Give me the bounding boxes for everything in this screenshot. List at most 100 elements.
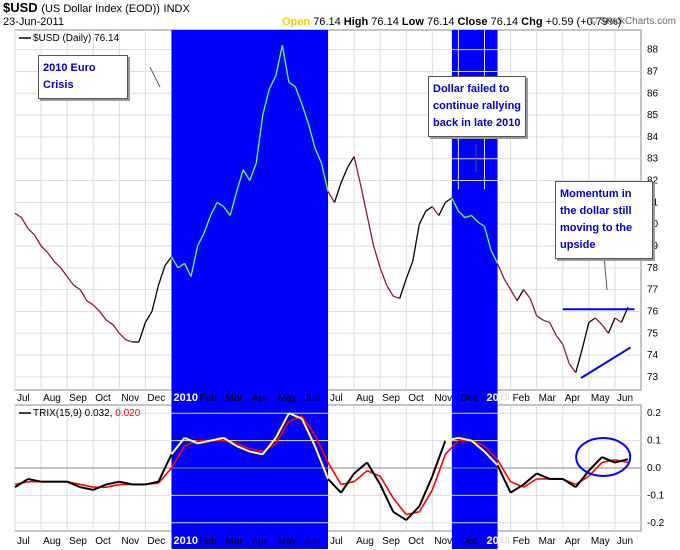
price-line-segment	[529, 298, 538, 317]
price-line-segment	[138, 322, 147, 343]
trix-line-segment	[379, 484, 395, 513]
trix-signal-segment	[431, 454, 447, 491]
trix-signal-segment	[80, 483, 94, 488]
trix-line-segment	[418, 475, 434, 507]
symbol-text: $USD	[3, 0, 38, 15]
trix-signal-segment	[353, 470, 368, 483]
price-line-segment	[464, 214, 472, 219]
price-line-segment	[379, 267, 388, 286]
trix-line-segment	[496, 464, 512, 494]
trix-y-tick-label: 0.2	[647, 408, 661, 419]
price-x-tick-label: Oct	[95, 393, 111, 404]
trix-x-tick-label: Oct	[95, 536, 111, 547]
price-line-segment	[510, 289, 518, 301]
trix-x-tick-label: Jun	[304, 536, 320, 547]
trix-line-segment	[249, 450, 263, 456]
price-line-segment	[40, 245, 49, 254]
price-line-segment	[568, 363, 577, 373]
price-x-tick-label: Jul	[330, 393, 343, 404]
price-line-segment	[555, 335, 564, 345]
trix-x-tick-label: Dec	[147, 536, 165, 547]
price-x-tick-label: May	[591, 393, 610, 404]
highlight-year-label: 2011	[487, 392, 511, 404]
price-line-segment	[229, 191, 238, 216]
price-line-segment	[496, 263, 505, 279]
trix-x-tick-label: Oct	[408, 536, 424, 547]
trix-x-tick-label: Jun	[617, 536, 633, 547]
trix-signal-value: 0.020	[112, 408, 140, 419]
price-x-tick-label: Sep	[382, 393, 400, 404]
trix-y-tick-label: 0.1	[647, 436, 661, 447]
price-line-segment	[14, 212, 22, 219]
price-line-segment	[438, 202, 446, 216]
highlight-year-label: 2011	[487, 535, 511, 547]
trix-signal-segment	[301, 415, 316, 436]
exchange-label: INDX	[163, 3, 190, 15]
trix-line-segment	[236, 445, 251, 453]
price-line-segment	[594, 317, 603, 326]
trix-line-segment	[614, 458, 629, 464]
price-x-tick-label: May	[278, 393, 297, 404]
price-line-segment	[575, 348, 583, 373]
trix-x-tick-label: Aug	[43, 536, 61, 547]
ohlc-readout: Open 76.14 High 76.14 Low 76.14 Close 76…	[282, 16, 621, 28]
trix-line-segment	[483, 450, 499, 466]
price-line-segment	[66, 276, 75, 286]
price-y-tick-label: 75	[647, 328, 659, 339]
trix-line-segment	[327, 478, 342, 494]
price-line-segment	[73, 284, 81, 291]
trix-signal-segment	[236, 442, 251, 450]
trix-signal-segment	[249, 448, 263, 453]
support-trendline	[580, 346, 632, 379]
price-y-tick-label: 88	[647, 45, 659, 56]
price-line-segment	[86, 300, 94, 306]
symbol-description: (US Dollar Index (EOD))	[41, 3, 160, 15]
price-line-segment	[288, 81, 296, 88]
price-line-segment	[542, 319, 550, 323]
trix-line-segment	[119, 480, 133, 486]
trix-line-segment	[157, 453, 173, 483]
price-line-segment	[144, 311, 153, 323]
trix-x-tick-label: Jul	[330, 536, 343, 547]
trix-signal-segment	[523, 478, 538, 488]
price-line-segment	[112, 324, 120, 334]
trix-line-segment	[510, 483, 525, 494]
trix-signal-segment	[314, 434, 329, 463]
trix-signal-segment	[496, 459, 512, 483]
price-line-segment	[399, 278, 407, 299]
price-line-segment	[477, 221, 485, 227]
price-line-segment	[79, 289, 88, 301]
price-line-segment	[197, 232, 205, 247]
price-line-segment	[236, 169, 244, 192]
price-x-tick-label: Mar	[539, 393, 557, 404]
price-line-segment	[210, 202, 218, 216]
price-line-segment	[164, 256, 173, 267]
trix-line-segment	[366, 462, 382, 485]
trix-line-segment	[431, 440, 447, 477]
trix-signal-segment	[327, 462, 342, 485]
trix-line-segment	[340, 472, 355, 494]
price-line-segment	[177, 262, 185, 269]
price-line-segment	[412, 224, 420, 262]
trix-line-segment	[588, 456, 603, 472]
trix-line-segment	[288, 412, 303, 420]
price-line-segment	[483, 226, 492, 251]
trix-signal-segment	[275, 421, 290, 444]
high-value: 76.14	[371, 16, 399, 28]
price-line-segment	[516, 289, 525, 301]
trix-line-segment	[575, 470, 590, 488]
price-line-segment	[457, 210, 466, 219]
price-line-segment	[53, 260, 62, 269]
trix-x-tick-label: Sep	[382, 536, 400, 547]
annotation-euro-crisis: 2010 Euro Crisis	[38, 55, 128, 99]
brand-label: © StockCharts.com	[589, 16, 676, 27]
price-line-segment	[118, 332, 127, 341]
trix-line-segment	[145, 480, 159, 486]
trix-signal-segment	[418, 489, 434, 513]
price-line-segment	[353, 156, 362, 186]
price-line-segment	[157, 265, 166, 286]
price-line-segment	[27, 228, 36, 236]
price-line-segment	[451, 197, 459, 212]
trix-signal-segment	[106, 483, 120, 488]
